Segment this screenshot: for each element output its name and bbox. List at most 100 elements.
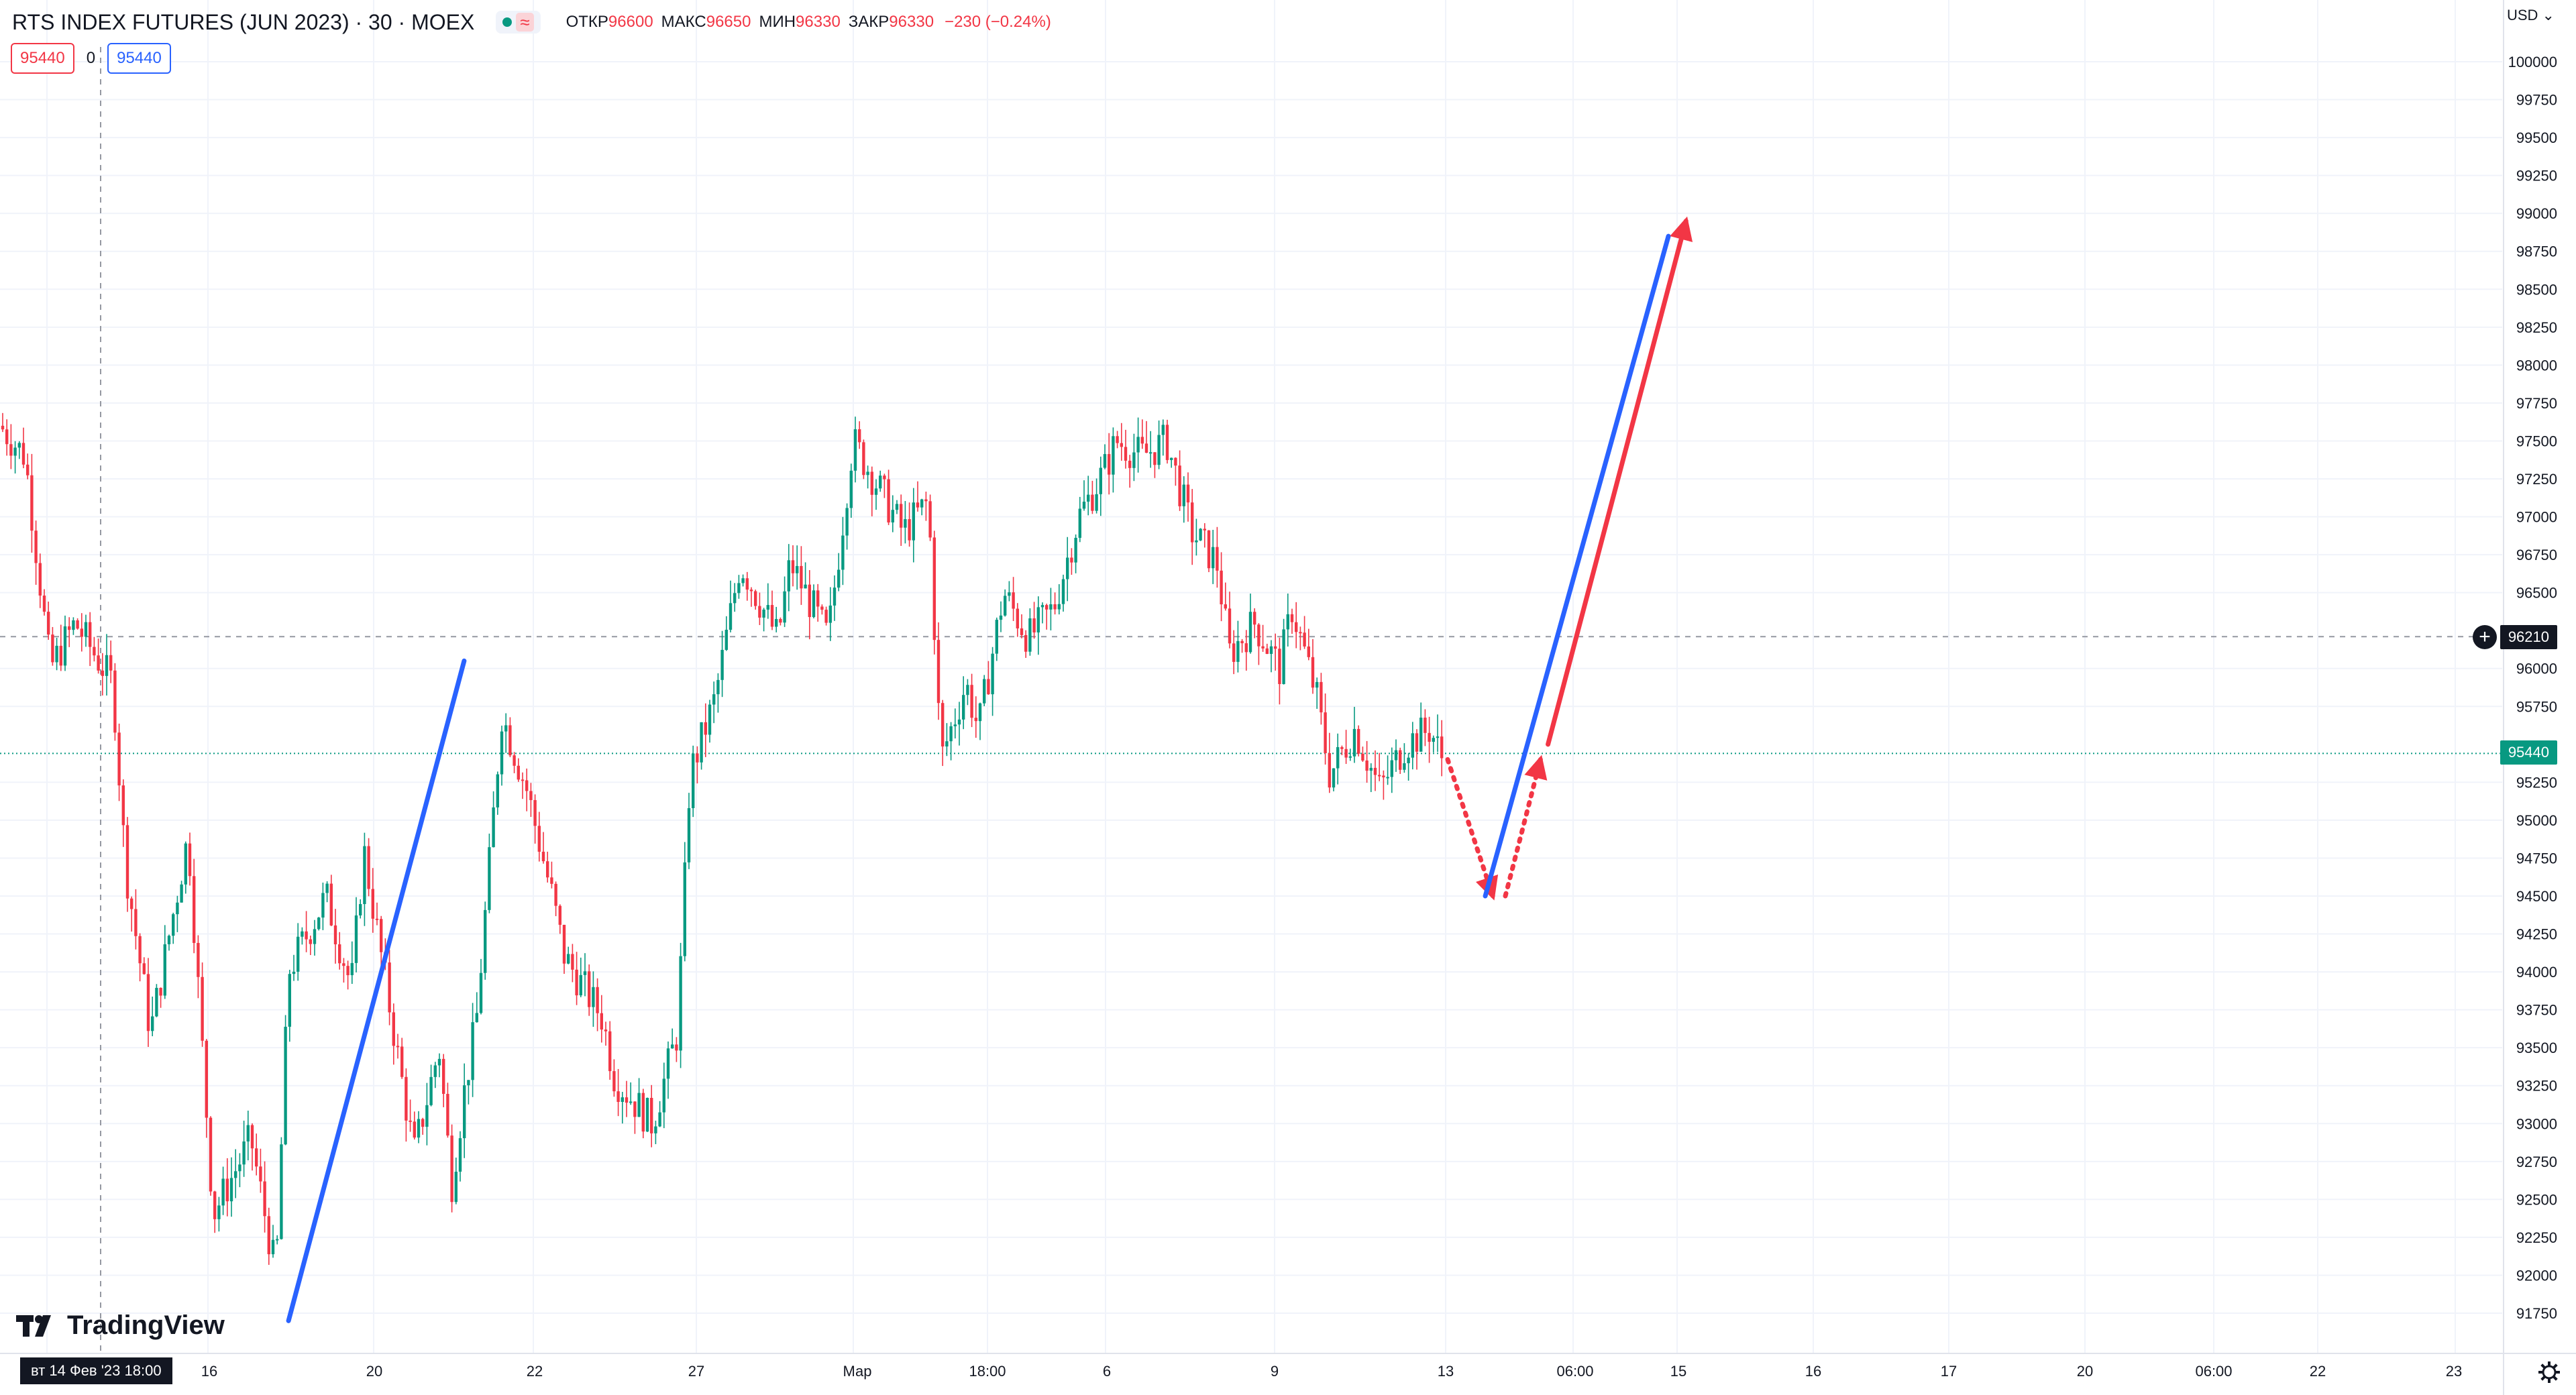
candle-body [562, 924, 566, 964]
candle-body [1228, 608, 1232, 644]
candle-body [816, 590, 820, 607]
arrow-red[interactable] [1503, 755, 1548, 899]
order-quantity[interactable]: 0 [86, 49, 96, 67]
status-pill[interactable]: ≈ [496, 11, 541, 34]
candle-body [500, 731, 504, 775]
candle-body [862, 442, 865, 476]
candle-body [225, 1178, 229, 1202]
candle-body [849, 470, 853, 508]
buy-button[interactable]: 95440 [107, 43, 171, 74]
candle-body [1091, 494, 1094, 511]
price-tick-label: 94000 [2516, 964, 2557, 981]
candle-body [1078, 508, 1081, 538]
candle-body [970, 685, 973, 718]
arrow-red[interactable] [1445, 757, 1499, 901]
candle-body [255, 1148, 258, 1167]
price-tick-label: 96000 [2516, 661, 2557, 677]
candle-body [209, 1117, 213, 1192]
candle-body [1248, 612, 1252, 653]
candle-body [172, 914, 175, 936]
candle-body [388, 962, 391, 1013]
candle-body [1373, 767, 1377, 775]
candle-body [392, 1012, 395, 1046]
candle-body [575, 969, 578, 996]
open-value: 96600 [608, 13, 653, 31]
candle-body [292, 971, 296, 974]
candle-body [1016, 608, 1019, 628]
candle-body [317, 917, 321, 930]
candle-body [68, 626, 71, 630]
candle-body [729, 603, 733, 630]
trend-line-blue[interactable] [286, 658, 467, 1323]
tradingview-logo[interactable]: TradingView [16, 1310, 225, 1341]
candle-body [471, 1022, 474, 1080]
candle-body [796, 565, 799, 573]
candle-body [662, 1078, 665, 1113]
candle-body [159, 987, 162, 996]
sell-button[interactable]: 95440 [11, 43, 74, 74]
arrow-red[interactable] [1546, 216, 1693, 747]
open-label: ОТКР [566, 13, 608, 31]
candle-body [612, 1071, 616, 1092]
candle-body [450, 1135, 453, 1203]
candle-body [966, 685, 969, 695]
candle-body [413, 1121, 416, 1138]
candle-body [953, 724, 957, 726]
candle-body [496, 774, 499, 807]
candle-body [995, 620, 998, 654]
candle-body [517, 765, 520, 780]
symbol-title[interactable]: RTS INDEX FUTURES (JUN 2023) · 30 · MOEX [12, 9, 475, 34]
candle-body [1095, 494, 1098, 511]
candle-body [783, 591, 786, 623]
candle-body [895, 504, 899, 510]
candle-body [978, 703, 982, 722]
candle-body [791, 560, 795, 573]
candle-body [800, 565, 803, 589]
candle-body [17, 443, 21, 448]
candle-body [596, 987, 599, 1013]
price-tick-label: 98500 [2516, 281, 2557, 298]
candle-body [437, 1058, 441, 1066]
price-tick-label: 93500 [2516, 1040, 2557, 1056]
candle-body [633, 1101, 637, 1117]
candle-body [1261, 646, 1265, 649]
candle-body [409, 1120, 412, 1122]
candle-body [1004, 596, 1007, 616]
candle-body [891, 510, 894, 522]
trend-line-blue[interactable] [1483, 233, 1671, 899]
candle-body [1257, 624, 1260, 647]
price-tick-label: 97750 [2516, 395, 2557, 412]
candle-body [1344, 748, 1348, 758]
candle-body [338, 944, 341, 964]
candle-body [301, 931, 304, 937]
candle-body [30, 475, 34, 531]
candle-body [1428, 732, 1431, 742]
candle-body [641, 1093, 645, 1132]
candle-body [1394, 750, 1398, 761]
last-price-label: 95440 [2500, 740, 2557, 765]
candle-body [121, 785, 125, 826]
candle-body [974, 718, 977, 722]
candle-body [592, 987, 595, 1007]
candle-body [1386, 777, 1389, 779]
gear-icon[interactable] [2536, 1359, 2563, 1386]
plus-circle-icon[interactable]: + [2473, 625, 2497, 649]
currency-selector[interactable]: USD ⌄ [2507, 7, 2555, 23]
candle-body [983, 679, 986, 704]
candle-body [84, 622, 88, 637]
price-tick-label: 94250 [2516, 926, 2557, 943]
candle-body [720, 650, 724, 680]
candle-body [1324, 712, 1327, 754]
candle-body [93, 647, 96, 656]
price-tick-label: 96750 [2516, 547, 2557, 563]
candle-body [912, 502, 915, 541]
candle-body [1049, 604, 1053, 610]
candle-body [47, 612, 50, 635]
candle-body [841, 535, 845, 570]
candle-body [712, 694, 716, 705]
candle-body [325, 883, 329, 893]
candle-body [737, 583, 741, 594]
candle-body [1424, 718, 1427, 733]
candle-body [766, 605, 769, 610]
